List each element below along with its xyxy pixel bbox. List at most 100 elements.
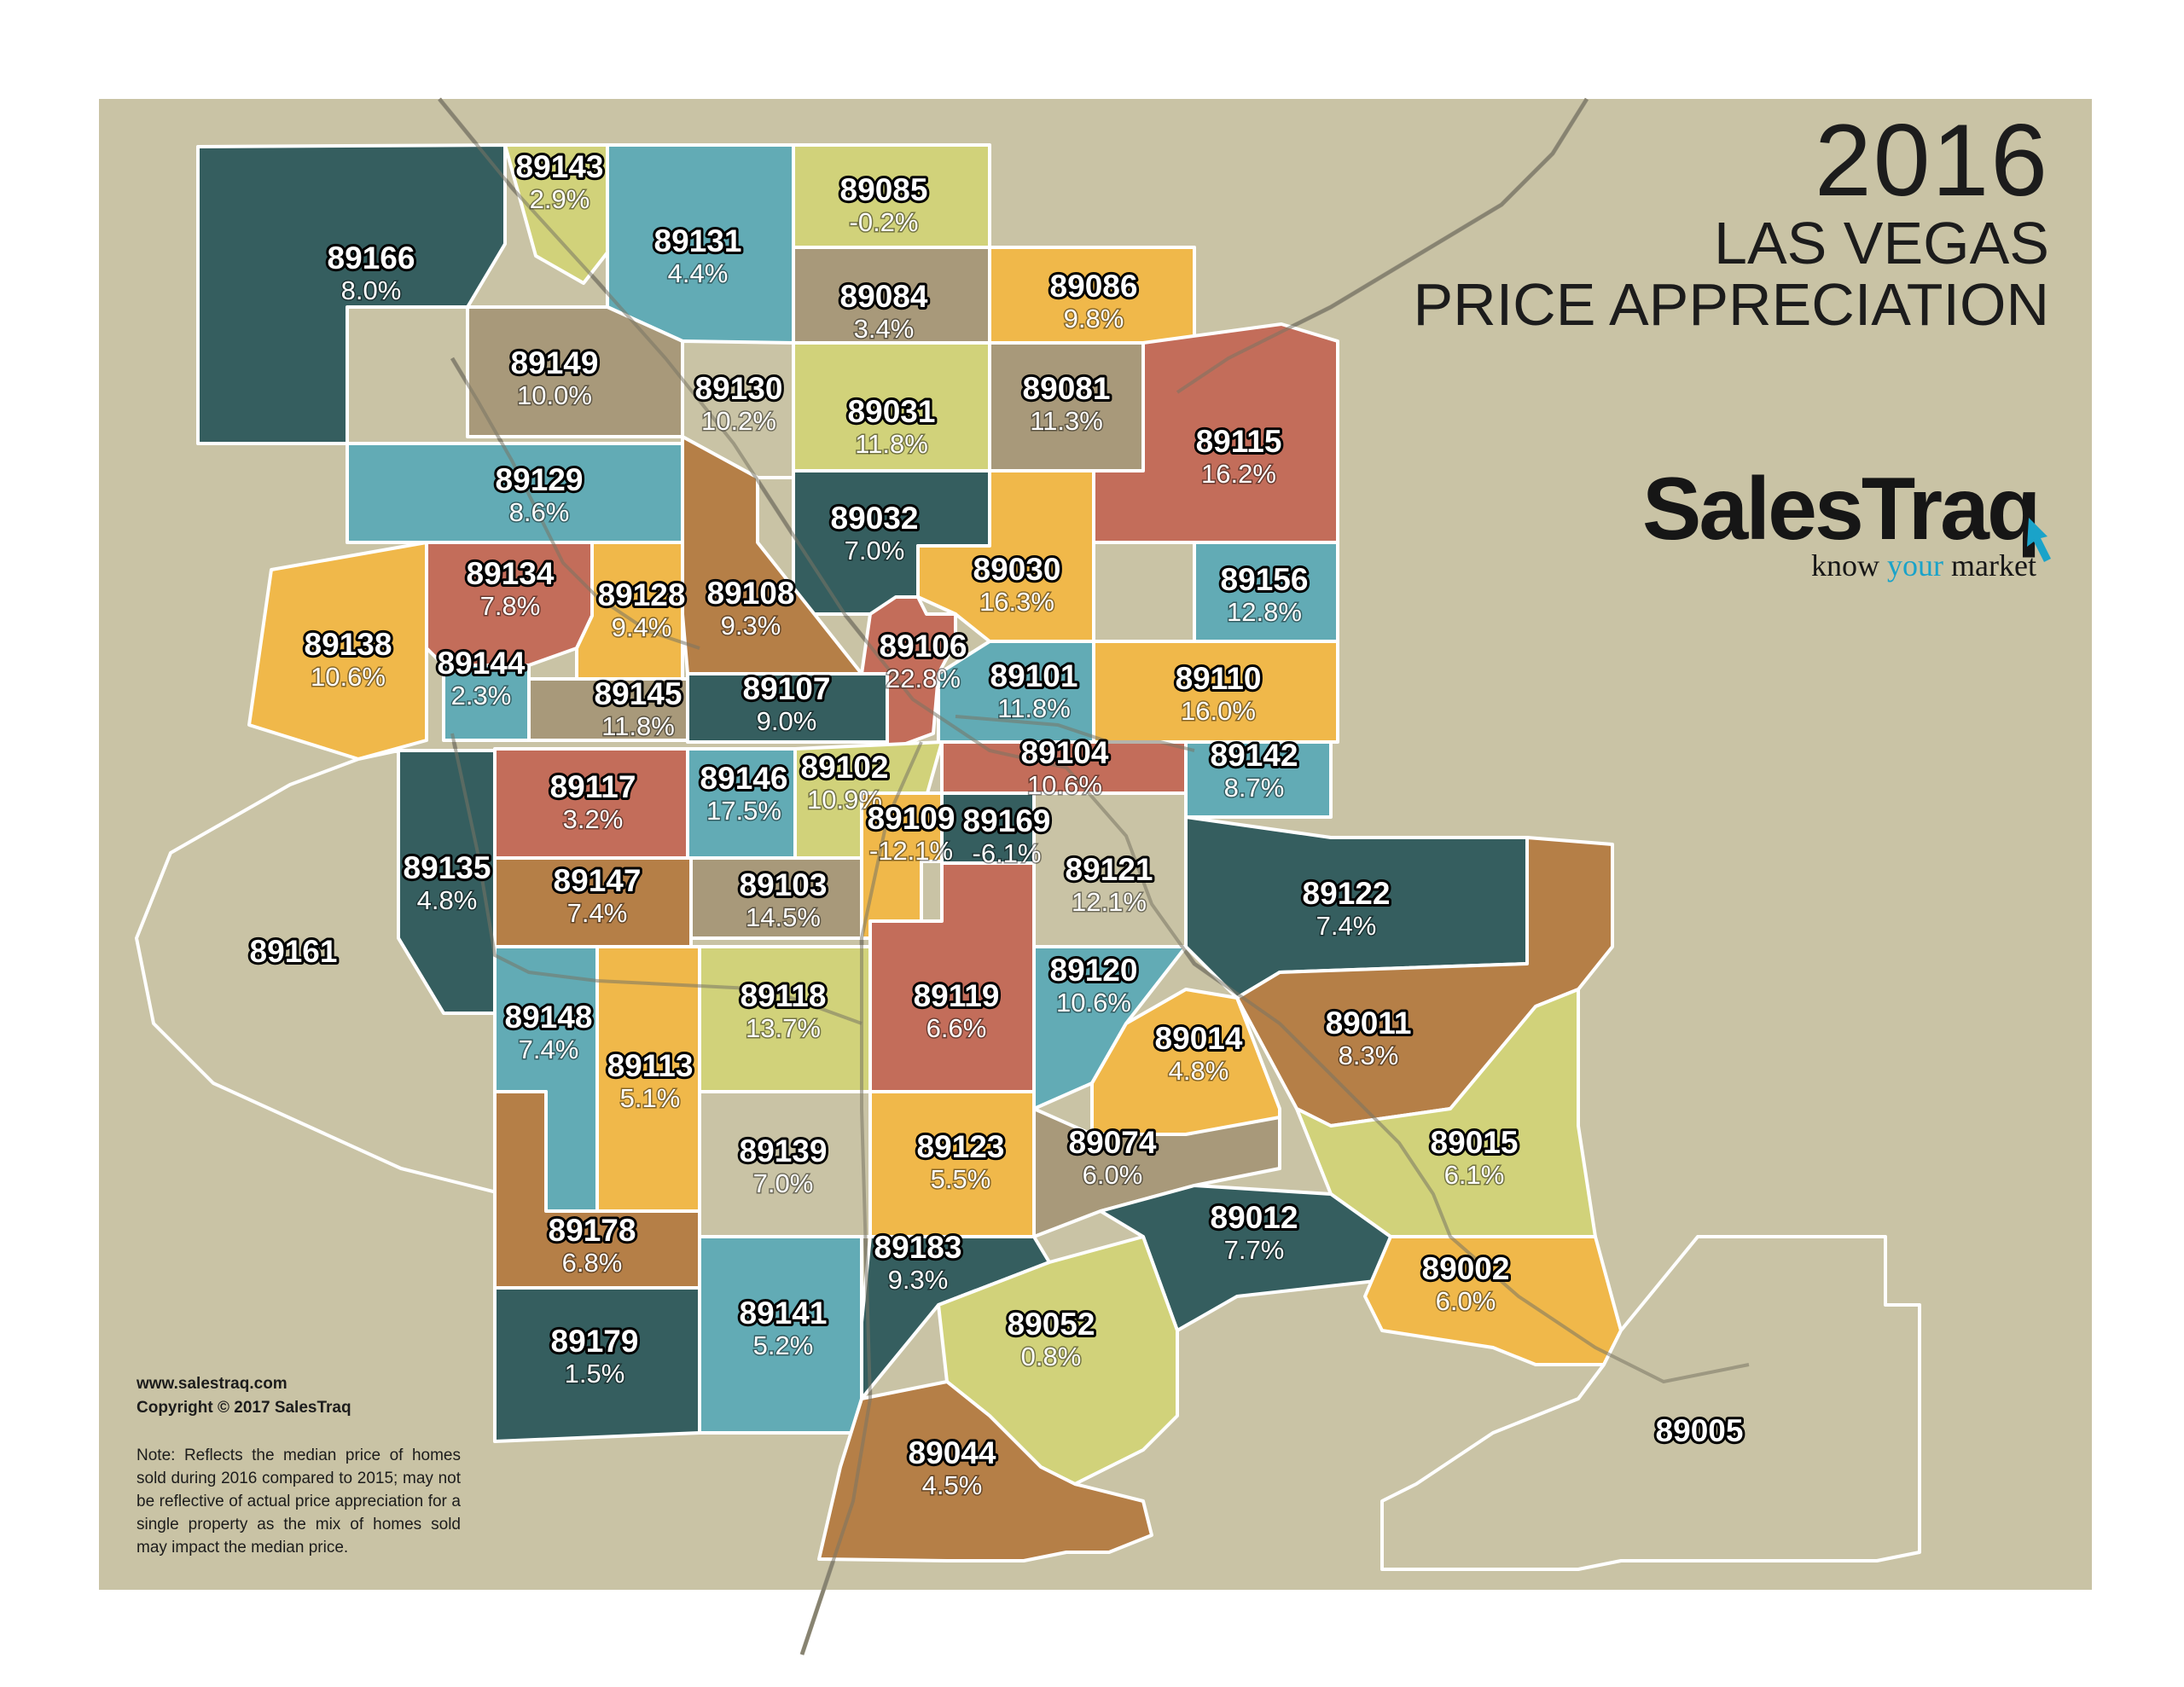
brand-name: SalesTraq xyxy=(1642,460,2041,559)
zip-code-label: 89123 xyxy=(917,1129,1005,1164)
price-change-label: 10.6% xyxy=(1056,988,1131,1017)
zip-code-label: 89143 xyxy=(516,149,604,184)
zip-region-89044 xyxy=(817,1380,1153,1562)
zip-code-label: 89113 xyxy=(607,1048,694,1083)
price-change-label: 0.8% xyxy=(1021,1342,1082,1371)
price-change-label: 11.8% xyxy=(997,693,1071,723)
zip-code-label: 89002 xyxy=(1422,1251,1510,1286)
salestraq-logo: SalesTraq know your market xyxy=(1642,465,2069,584)
zip-region-89138 xyxy=(247,541,428,761)
zip-region-89110 xyxy=(1092,640,1339,744)
zip-code-label: 89128 xyxy=(598,577,686,612)
price-change-label: 9.3% xyxy=(721,611,781,641)
price-change-label: 1.5% xyxy=(565,1359,625,1388)
price-change-label: 8.6% xyxy=(509,497,570,527)
price-change-label: 4.8% xyxy=(417,885,478,915)
price-change-label: 10.2% xyxy=(701,406,776,436)
price-change-label: 8.7% xyxy=(1224,773,1285,803)
zip-code-label: 89147 xyxy=(554,863,642,898)
price-change-label: 9.0% xyxy=(757,706,817,736)
zip-code-label: 89115 xyxy=(1196,424,1282,459)
zip-region-89107 xyxy=(686,672,889,744)
zip-code-label: 89014 xyxy=(1155,1021,1243,1056)
zip-code-label: 89044 xyxy=(909,1435,996,1470)
highway-overlay-line xyxy=(800,741,923,1655)
price-change-label: 11.3% xyxy=(1030,406,1103,436)
title-city: LAS VEGAS xyxy=(1714,210,2049,276)
zip-code-label: 89129 xyxy=(496,462,584,497)
zip-code-label: 89109 xyxy=(868,801,956,836)
price-change-label: 9.4% xyxy=(612,612,672,642)
zip-code-regions xyxy=(135,143,1921,1571)
zip-region-89002 xyxy=(1363,1235,1623,1366)
price-change-label: 17.5% xyxy=(706,796,781,826)
zip-code-label: 89086 xyxy=(1050,269,1138,304)
price-change-label: 12.1% xyxy=(1072,887,1147,917)
price-change-label: 3.4% xyxy=(854,314,915,344)
price-change-label: 16.3% xyxy=(979,587,1054,617)
zip-code-label: 89110 xyxy=(1176,661,1262,696)
price-change-label: 7.8% xyxy=(480,591,541,621)
tagline-know: know xyxy=(1811,548,1887,583)
price-change-label: 10.6% xyxy=(1027,770,1102,800)
price-change-label: 7.0% xyxy=(845,536,905,565)
zip-code-label: 89138 xyxy=(305,627,392,662)
zip-code-label: 89179 xyxy=(551,1324,639,1359)
zip-code-label: 89149 xyxy=(511,345,599,380)
price-change-label: 10.9% xyxy=(807,785,882,815)
price-change-label: -0.2% xyxy=(850,207,919,237)
highway-overlay-line xyxy=(450,733,863,1025)
zip-code-label: 89101 xyxy=(990,658,1078,693)
highway-overlay-line xyxy=(1176,97,1589,394)
zip-code-label: 89031 xyxy=(848,394,936,429)
copyright: Copyright © 2017 SalesTraq xyxy=(136,1399,351,1417)
price-change-label: 5.5% xyxy=(931,1164,991,1194)
price-change-label: 7.0% xyxy=(753,1168,814,1198)
highway-overlay-line xyxy=(450,357,700,650)
zip-code-label: 89161 xyxy=(250,934,338,969)
price-change-label: -6.1% xyxy=(973,838,1042,868)
zip-code-label: 89131 xyxy=(654,223,742,258)
highway-overlay-line xyxy=(955,715,1195,752)
zip-code-label: 89107 xyxy=(743,671,831,706)
price-change-label: 5.1% xyxy=(620,1083,681,1113)
zip-region-89166 xyxy=(196,143,507,445)
price-change-label: 7.4% xyxy=(1316,911,1377,941)
zip-region-89143 xyxy=(503,143,609,285)
price-change-label: 9.8% xyxy=(1064,304,1124,333)
zip-code-label: 89030 xyxy=(973,552,1061,587)
price-change-label: 13.7% xyxy=(746,1013,821,1043)
zip-code-label: 89081 xyxy=(1023,371,1111,406)
zip-code-label: 89146 xyxy=(700,761,788,796)
price-change-label: 6.0% xyxy=(1436,1286,1496,1316)
zip-region-89130 xyxy=(681,339,795,479)
tagline-your: your xyxy=(1887,548,1943,583)
price-change-label: 6.6% xyxy=(926,1013,987,1043)
price-change-label: 8.0% xyxy=(341,275,402,305)
zip-code-label: 89145 xyxy=(595,676,682,711)
price-change-label: 16.2% xyxy=(1201,459,1276,489)
price-change-label: 9.3% xyxy=(888,1265,949,1295)
title-year: 2016 xyxy=(1815,103,2049,217)
zip-code-label: 89139 xyxy=(740,1133,828,1168)
price-change-label: 6.0% xyxy=(1083,1160,1143,1190)
price-change-label: 4.5% xyxy=(922,1470,983,1500)
price-change-label: 14.5% xyxy=(746,902,821,932)
price-change-label: 5.2% xyxy=(753,1330,814,1360)
zip-code-label: 89148 xyxy=(505,1000,593,1035)
price-change-label: -12.1% xyxy=(869,836,953,866)
tagline-market: market xyxy=(1943,548,2036,583)
methodology-note: Note: Reflects the median price of homes… xyxy=(136,1446,461,1557)
price-change-label: 7.7% xyxy=(1224,1235,1285,1265)
zip-code-label: 89134 xyxy=(467,556,555,591)
zip-code-label: 89085 xyxy=(840,172,928,207)
price-change-label: 2.9% xyxy=(530,184,590,214)
zip-code-label: 89102 xyxy=(801,750,889,785)
zip-code-label: 89108 xyxy=(707,576,795,611)
price-change-label: 10.6% xyxy=(311,662,386,692)
price-change-label: 6.1% xyxy=(1444,1160,1505,1190)
highway-overlay xyxy=(438,97,1750,1655)
zip-code-label: 89178 xyxy=(549,1213,636,1248)
zip-code-label: 89119 xyxy=(914,978,1000,1013)
